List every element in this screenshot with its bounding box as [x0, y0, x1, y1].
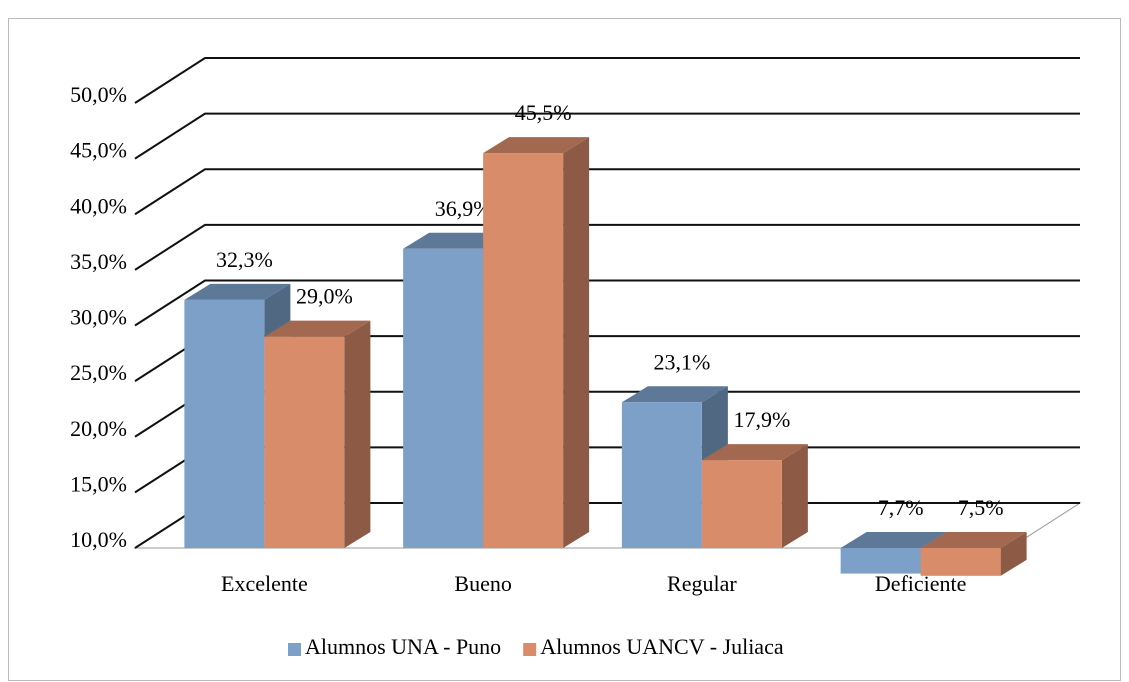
- y-tick-label: 45,0%: [70, 138, 127, 163]
- grid-line: [134, 279, 1080, 327]
- bar: [701, 460, 782, 548]
- bar-top: [264, 320, 371, 337]
- bar-top: [403, 232, 510, 249]
- data-label: 45,5%: [515, 100, 572, 125]
- x-tick-label: Regular: [667, 571, 737, 596]
- data-label: 36,9%: [435, 196, 492, 221]
- grid-line: [134, 168, 1080, 216]
- bar: [621, 402, 702, 548]
- data-label: 23,1%: [653, 349, 710, 374]
- grid-line: [134, 57, 1080, 104]
- bar-side: [344, 320, 371, 548]
- y-tick-label: 20,0%: [70, 416, 127, 441]
- y-tick-label: 40,0%: [70, 193, 127, 218]
- legend-label: Alumnos UANCV - Juliaca: [540, 634, 784, 659]
- data-label: 29,0%: [296, 284, 353, 309]
- bar-side: [563, 137, 590, 548]
- legend-swatch: [523, 643, 537, 656]
- y-tick-label: 15,0%: [70, 471, 127, 496]
- bar-top: [701, 444, 808, 461]
- y-tick-label: 10,0%: [70, 527, 127, 552]
- bar: [840, 548, 921, 574]
- bar-side: [1000, 532, 1027, 576]
- legend-swatch: [288, 643, 301, 656]
- y-tick-label: 50,0%: [70, 82, 127, 107]
- bar-top: [920, 532, 1027, 548]
- bar-side: [781, 444, 808, 548]
- bar: [184, 299, 265, 548]
- x-tick-label: Bueno: [454, 571, 511, 596]
- data-label: 17,9%: [733, 407, 790, 432]
- y-tick-label: 25,0%: [70, 360, 127, 385]
- bar: [264, 336, 345, 548]
- y-tick-label: 30,0%: [70, 305, 127, 330]
- data-label: 7,7%: [878, 495, 924, 520]
- legend-label: Alumnos UNA - Puno: [305, 634, 501, 659]
- grid-line: [134, 112, 1080, 160]
- data-label: 7,5%: [958, 495, 1004, 520]
- bar: [403, 248, 484, 549]
- bar: [483, 153, 564, 548]
- bar: [920, 548, 1001, 576]
- bar-top: [184, 283, 291, 300]
- bar-top: [621, 386, 728, 403]
- bar-top: [840, 532, 947, 548]
- y-tick-label: 35,0%: [70, 249, 127, 274]
- grid-line: [134, 223, 1080, 271]
- bar-top: [483, 137, 590, 154]
- x-tick-label: Excelente: [221, 571, 308, 596]
- data-label: 32,3%: [216, 247, 273, 272]
